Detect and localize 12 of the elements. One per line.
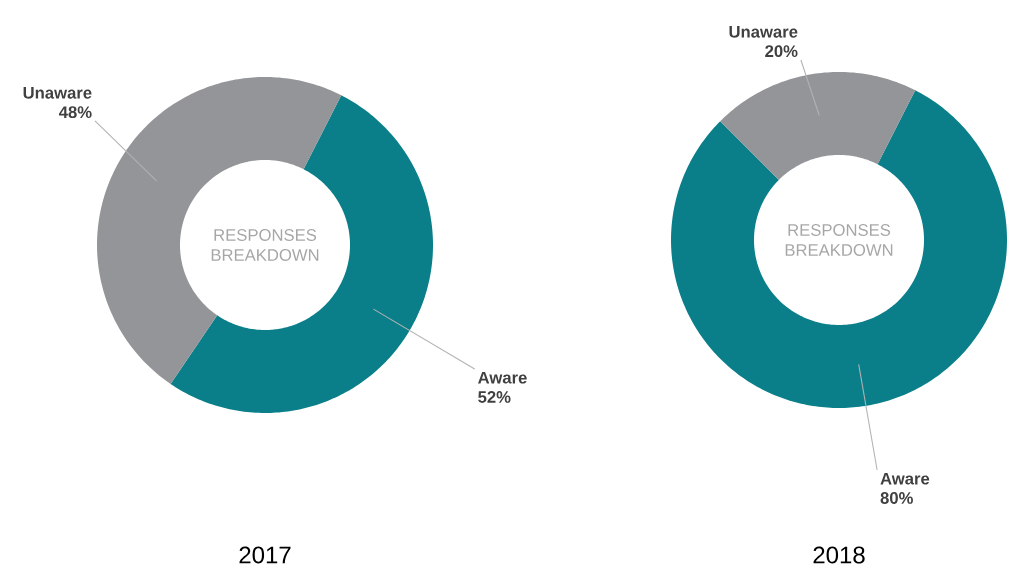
- text: RESPONSES BREAKDOWN: [785, 224, 893, 256]
- text: 2017: [239, 546, 291, 564]
- data-label: 80%: [880, 492, 913, 504]
- slice-label: Unaware: [729, 26, 798, 38]
- text: RESPONSES BREAKDOWN: [211, 229, 319, 261]
- data-label: 52%: [478, 391, 511, 403]
- slice-label: Aware: [880, 472, 930, 485]
- data-label: 48%: [58, 106, 92, 119]
- data-label: 20%: [765, 45, 798, 58]
- slice-label: Unaware: [23, 87, 92, 99]
- slice-label: Aware: [478, 371, 527, 384]
- text: 2018: [813, 546, 865, 564]
